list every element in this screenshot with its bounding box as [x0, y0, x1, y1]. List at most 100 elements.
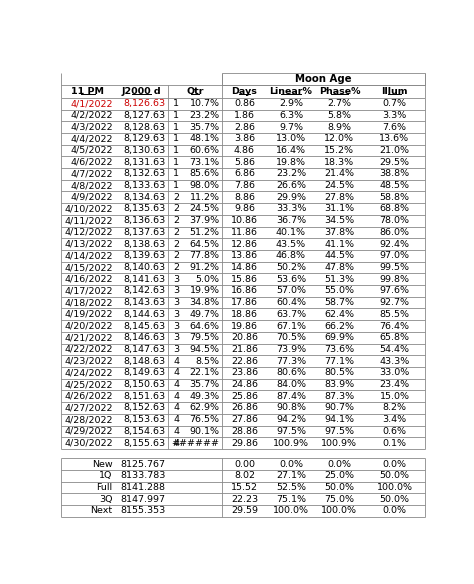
Text: 97.0%: 97.0%: [380, 251, 410, 260]
Text: 98.0%: 98.0%: [190, 181, 219, 190]
Text: 47.8%: 47.8%: [324, 263, 355, 272]
Text: 8155.353: 8155.353: [120, 506, 165, 515]
Text: 33.3%: 33.3%: [276, 204, 306, 214]
Text: 94.1%: 94.1%: [324, 415, 355, 424]
Text: 50.0%: 50.0%: [380, 495, 410, 503]
Text: Linear%: Linear%: [270, 87, 312, 96]
Text: 13.86: 13.86: [231, 251, 258, 260]
Text: 58.7%: 58.7%: [324, 298, 355, 307]
Text: 1: 1: [173, 123, 179, 131]
Text: J2000 d: J2000 d: [122, 87, 161, 96]
Text: 70.5%: 70.5%: [276, 333, 306, 342]
Text: 73.6%: 73.6%: [324, 345, 355, 354]
Text: Next: Next: [91, 506, 113, 515]
Text: 2.86: 2.86: [234, 123, 255, 131]
Text: 15.2%: 15.2%: [324, 146, 355, 155]
Text: 49.3%: 49.3%: [190, 392, 219, 401]
Text: 12.0%: 12.0%: [324, 134, 355, 143]
Text: 97.6%: 97.6%: [380, 286, 410, 296]
Text: 0.0%: 0.0%: [383, 460, 406, 468]
Text: 2: 2: [173, 204, 179, 214]
Text: 94.2%: 94.2%: [276, 415, 306, 424]
Text: 15.0%: 15.0%: [380, 392, 410, 401]
Text: 0.0%: 0.0%: [279, 460, 303, 468]
Text: 90.1%: 90.1%: [190, 427, 219, 436]
Text: 8,127.63: 8,127.63: [123, 111, 165, 120]
Text: 36.7%: 36.7%: [276, 216, 306, 225]
Text: 3: 3: [173, 286, 179, 296]
Text: 8,155.63: 8,155.63: [123, 439, 165, 447]
Text: 78.0%: 78.0%: [380, 216, 410, 225]
Text: 49.7%: 49.7%: [190, 310, 219, 319]
Text: 24.86: 24.86: [231, 380, 258, 389]
Text: 4/3/2022: 4/3/2022: [70, 123, 113, 131]
Text: 4/4/2022: 4/4/2022: [70, 134, 113, 143]
Text: 23.2%: 23.2%: [276, 169, 306, 178]
Text: 90.8%: 90.8%: [276, 404, 306, 412]
Text: 8,138.63: 8,138.63: [123, 239, 165, 249]
Text: 8,140.63: 8,140.63: [123, 263, 165, 272]
Text: 8,147.63: 8,147.63: [123, 345, 165, 354]
Text: 31.1%: 31.1%: [324, 204, 355, 214]
Text: 4/5/2022: 4/5/2022: [70, 146, 113, 155]
Text: 11.2%: 11.2%: [190, 193, 219, 202]
Text: 4: 4: [173, 369, 179, 377]
Text: 48.1%: 48.1%: [190, 134, 219, 143]
Text: 24.5%: 24.5%: [190, 204, 219, 214]
Text: 3.3%: 3.3%: [383, 111, 407, 120]
Text: 23.2%: 23.2%: [190, 111, 219, 120]
Text: 8,130.63: 8,130.63: [123, 146, 165, 155]
Text: 8.02: 8.02: [234, 471, 255, 480]
Text: 11.86: 11.86: [231, 228, 258, 237]
Text: 0.86: 0.86: [234, 99, 255, 108]
Text: 0.00: 0.00: [234, 460, 255, 468]
Text: 94.5%: 94.5%: [190, 345, 219, 354]
Text: 28.86: 28.86: [231, 427, 258, 436]
Text: 29.59: 29.59: [231, 506, 258, 515]
Text: 8,137.63: 8,137.63: [123, 228, 165, 237]
Text: 80.5%: 80.5%: [324, 369, 355, 377]
Text: 85.6%: 85.6%: [190, 169, 219, 178]
Text: 79.5%: 79.5%: [190, 333, 219, 342]
Text: 5.86: 5.86: [234, 158, 255, 166]
Text: 3: 3: [173, 298, 179, 307]
Text: ######: ######: [172, 439, 219, 447]
Text: 75.0%: 75.0%: [324, 495, 355, 503]
Text: 48.5%: 48.5%: [380, 181, 410, 190]
Text: 4/20/2022: 4/20/2022: [64, 322, 113, 331]
Text: Phase%: Phase%: [319, 87, 360, 96]
Text: 55.0%: 55.0%: [324, 286, 355, 296]
Text: 0.7%: 0.7%: [383, 99, 406, 108]
Text: Illum: Illum: [381, 87, 408, 96]
Text: 100.9%: 100.9%: [321, 439, 357, 447]
Text: 4/9/2022: 4/9/2022: [70, 193, 113, 202]
Text: 27.86: 27.86: [231, 415, 258, 424]
Text: 100.0%: 100.0%: [273, 506, 309, 515]
Text: 63.7%: 63.7%: [276, 310, 306, 319]
Text: 53.6%: 53.6%: [276, 274, 306, 284]
Text: 4/26/2022: 4/26/2022: [64, 392, 113, 401]
Text: 8141.288: 8141.288: [120, 483, 165, 492]
Text: 76.4%: 76.4%: [380, 322, 410, 331]
Text: 3Q: 3Q: [99, 495, 113, 503]
Text: 50.0%: 50.0%: [380, 471, 410, 480]
Text: New: New: [92, 460, 113, 468]
Text: 15.86: 15.86: [231, 274, 258, 284]
Text: 25.86: 25.86: [231, 392, 258, 401]
Text: 26.86: 26.86: [231, 404, 258, 412]
Text: 46.8%: 46.8%: [276, 251, 306, 260]
Text: 65.8%: 65.8%: [380, 333, 410, 342]
Text: 85.5%: 85.5%: [380, 310, 410, 319]
Text: 5.8%: 5.8%: [328, 111, 351, 120]
Text: 8,132.63: 8,132.63: [123, 169, 165, 178]
Text: 99.5%: 99.5%: [380, 263, 410, 272]
Text: 2: 2: [173, 216, 179, 225]
Text: 52.5%: 52.5%: [276, 483, 306, 492]
Text: 92.7%: 92.7%: [380, 298, 410, 307]
Text: 8.2%: 8.2%: [383, 404, 406, 412]
Text: 26.6%: 26.6%: [276, 181, 306, 190]
Text: 1: 1: [173, 169, 179, 178]
Text: 50.0%: 50.0%: [324, 483, 355, 492]
Text: 60.6%: 60.6%: [190, 146, 219, 155]
Text: 66.2%: 66.2%: [324, 322, 355, 331]
